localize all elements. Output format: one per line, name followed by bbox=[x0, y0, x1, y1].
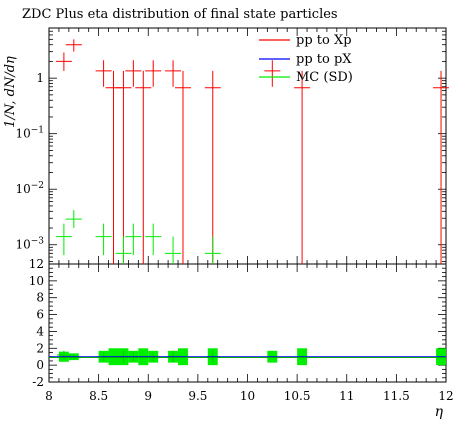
series-layer bbox=[55, 39, 450, 264]
y-tick-label: 10−1 bbox=[15, 126, 44, 141]
x-tick-label: 9 bbox=[144, 389, 152, 403]
x-tick-label: 10 bbox=[240, 389, 255, 403]
x-tick-label: 12 bbox=[438, 389, 453, 403]
y-tick-label: 10−3 bbox=[15, 237, 44, 252]
chart-title: ZDC Plus eta distribution of final state… bbox=[22, 7, 338, 22]
x-tick-label: 10.5 bbox=[284, 389, 311, 403]
legend-label-pp-to-xp: pp to Xp bbox=[296, 33, 352, 48]
main-y-tick-labels: 1 10−1 10−2 10−3 bbox=[15, 71, 44, 252]
legend-label-mc-sd: MC (SD) bbox=[296, 70, 353, 85]
x-tick-label: 8 bbox=[45, 389, 53, 403]
x-axis-label: η bbox=[435, 404, 444, 420]
ratio-y-tick-label: 10 bbox=[29, 274, 44, 288]
y-axis-label: 1/N, dN/dη bbox=[3, 56, 18, 128]
series-0 bbox=[55, 39, 450, 264]
y-tick-label: 1 bbox=[36, 71, 44, 85]
series-2 bbox=[55, 210, 221, 264]
x-tick-label: 11 bbox=[339, 389, 354, 403]
x-tick-labels: 8 8.5 9 9.5 10 10.5 11 11.5 12 bbox=[45, 389, 453, 403]
ratio-y-tick-label: 6 bbox=[36, 308, 44, 322]
x-tick-label: 8.5 bbox=[89, 389, 108, 403]
x-tick-label: 11.5 bbox=[383, 389, 410, 403]
ratio-y-tick-label: 2 bbox=[36, 341, 44, 355]
ratio-y-tick-labels: -2 0 2 4 6 8 10 12 bbox=[29, 257, 45, 389]
ratio-y-tick-label: 4 bbox=[36, 324, 44, 338]
ratio-y-tick-label: 8 bbox=[36, 291, 44, 305]
x-tick-label: 9.5 bbox=[188, 389, 207, 403]
main-ticks bbox=[48, 27, 447, 264]
ratio-ticks bbox=[48, 263, 447, 383]
ratio-y-tick-label: -2 bbox=[32, 375, 44, 389]
legend: pp to Xp pp to pX MC (SD) bbox=[259, 33, 353, 85]
main-plot-frame bbox=[48, 27, 447, 265]
ratio-y-tick-label: 12 bbox=[29, 257, 44, 271]
legend-label-pp-to-px: pp to pX bbox=[296, 52, 352, 67]
y-tick-label: 10−2 bbox=[15, 181, 44, 196]
ratio-content bbox=[49, 348, 446, 366]
ratio-y-tick-label: 0 bbox=[36, 358, 44, 372]
